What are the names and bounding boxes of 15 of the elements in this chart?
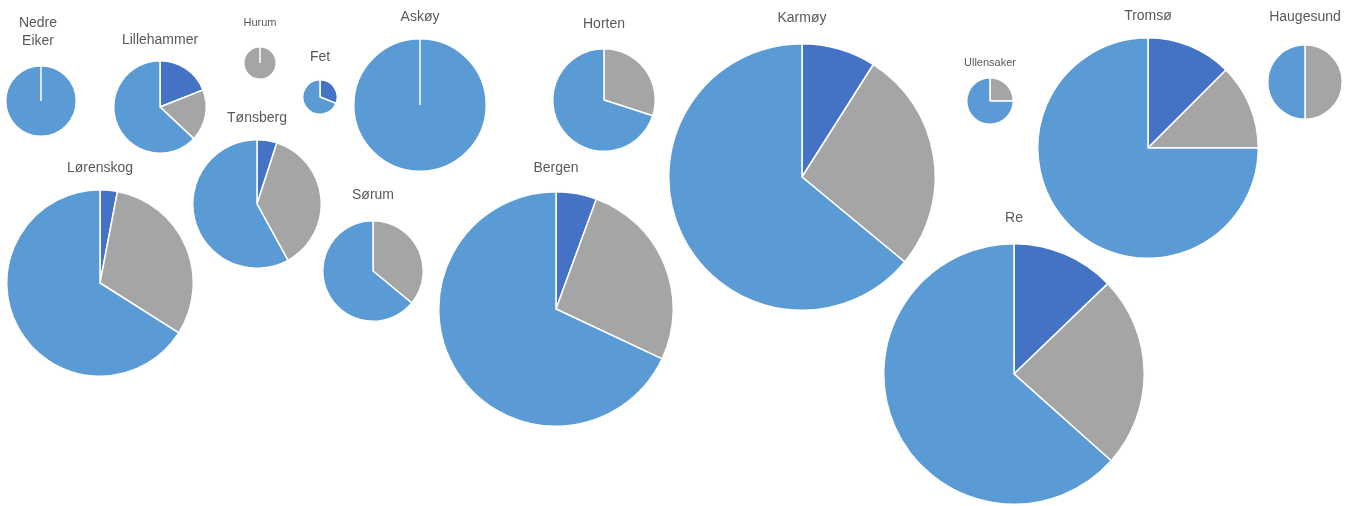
chart-title: Tromsø xyxy=(1123,5,1173,24)
chart-title: Horten xyxy=(582,13,626,32)
chart-title: Ullensaker xyxy=(963,55,1017,70)
chart-title: Tønsberg xyxy=(226,107,288,126)
chart-title: Nedre Eiker xyxy=(17,12,59,49)
chart-title: Karmøy xyxy=(776,7,828,26)
chart-title: Haugesund xyxy=(1268,6,1342,25)
chart-title: Hurum xyxy=(242,15,278,30)
chart-title: Lillehammer xyxy=(120,29,200,48)
chart-title: Re xyxy=(1004,207,1024,226)
chart-title: Sørum xyxy=(351,184,395,203)
chart-title: Fet xyxy=(308,46,332,65)
chart-title: Bergen xyxy=(532,157,580,176)
chart-title: Askøy xyxy=(399,6,441,25)
chart-title: Lørenskog xyxy=(65,157,135,176)
